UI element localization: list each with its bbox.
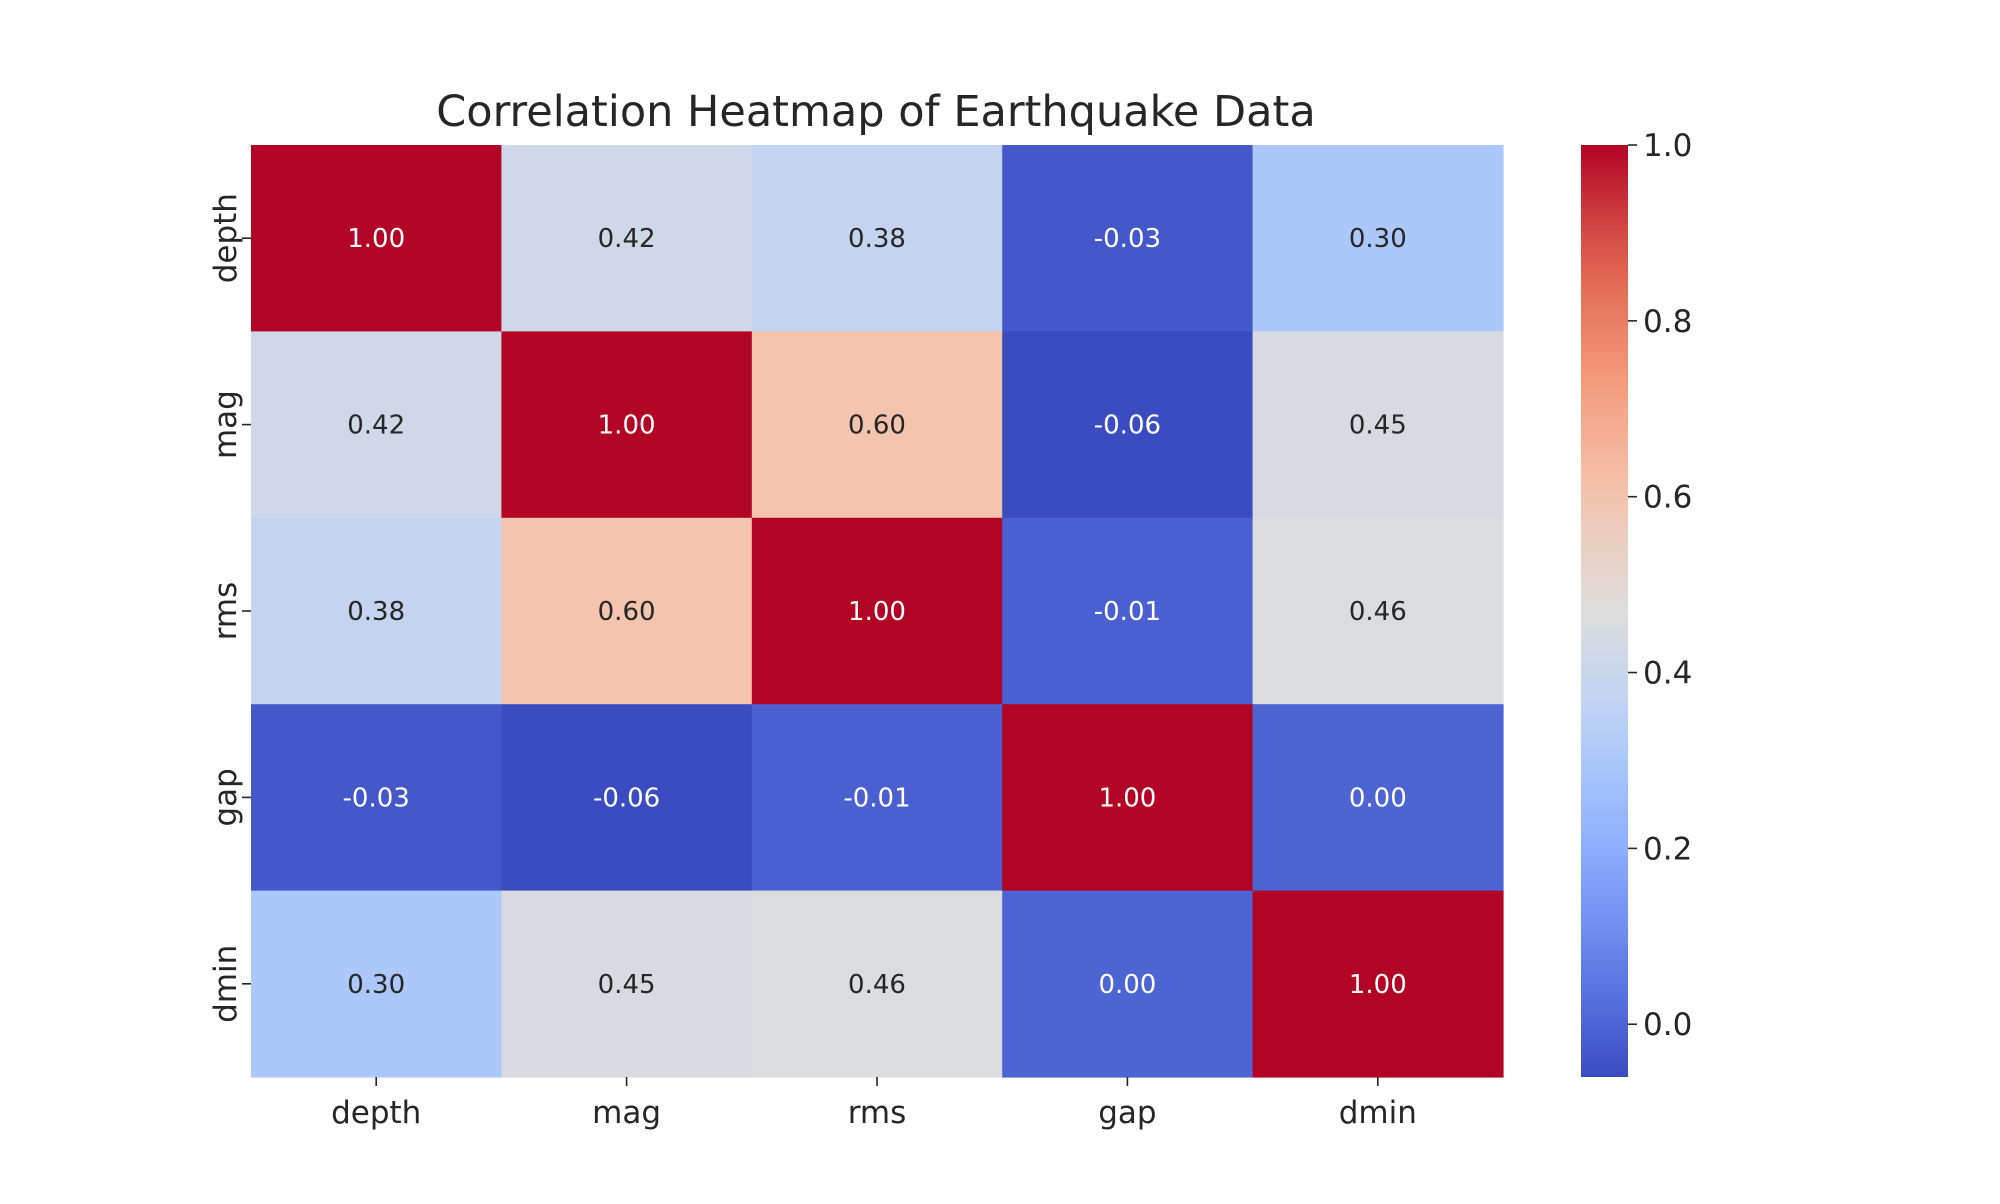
cell-value-label: 0.60 (848, 411, 906, 441)
colorbar-tick-label: 0.6 (1643, 480, 1692, 516)
x-tick-label-gap: gap (1098, 1095, 1156, 1131)
cell-value-label: 0.46 (848, 970, 906, 1000)
heatmap-cell-dmin-depth (251, 890, 502, 1078)
y-tick-label-mag: mag (208, 390, 244, 459)
cell-value-label: 0.46 (1349, 597, 1407, 627)
heatmap-cell-gap-mag (501, 704, 753, 892)
heatmap-cell-depth-rms (751, 145, 1003, 332)
cell-value-label: 1.00 (347, 224, 405, 254)
heatmap-cell-gap-depth (251, 704, 502, 892)
cell-value-label: 0.38 (347, 597, 405, 627)
cell-value-label: 0.45 (1349, 411, 1407, 441)
cell-value-label: 0.42 (598, 224, 656, 254)
y-axis: depth mag rms gap dmin (208, 193, 251, 1023)
heatmap-cell-mag-rms (751, 331, 1003, 519)
cell-value-label: -0.03 (343, 783, 410, 813)
heatmap-cells (251, 145, 1504, 1078)
cell-value-label: -0.01 (1094, 597, 1161, 627)
cell-value-label: 0.45 (598, 970, 656, 1000)
heatmap-cell-mag-dmin (1252, 331, 1504, 519)
cell-value-label: 0.30 (347, 970, 405, 1000)
heatmap-cell-rms-rms (751, 517, 1003, 705)
heatmap-cell-rms-gap (1002, 517, 1254, 705)
cell-value-label: -0.06 (1094, 411, 1161, 441)
cell-value-label: 0.30 (1349, 224, 1407, 254)
heatmap-cell-mag-gap (1002, 331, 1254, 519)
cell-value-label: 0.00 (1098, 970, 1156, 1000)
colorbar-tick-label: 0.2 (1643, 831, 1692, 867)
cell-value-label: -0.01 (843, 783, 910, 813)
heatmap-cell-dmin-rms (751, 890, 1003, 1078)
cell-value-label: -0.03 (1094, 224, 1161, 254)
colorbar-tick-label: 0.8 (1643, 304, 1692, 340)
cell-value-label: 1.00 (598, 411, 656, 441)
cell-value-label: 1.00 (1098, 783, 1156, 813)
x-tick-label-depth: depth (331, 1095, 421, 1131)
heatmap-cell-depth-gap (1002, 145, 1254, 332)
heatmap-cell-dmin-mag (501, 890, 753, 1078)
heatmap-cell-dmin-dmin (1252, 890, 1504, 1078)
colorbar: 0.0 0.2 0.4 0.6 0.8 1.0 (1581, 128, 1692, 1077)
cell-value-label: -0.06 (593, 783, 660, 813)
x-tick-label-rms: rms (848, 1095, 907, 1131)
colorbar-tick-label: 0.0 (1643, 1007, 1692, 1043)
heatmap-cell-dmin-gap (1002, 890, 1254, 1078)
cell-value-label: 0.38 (848, 224, 906, 254)
heatmap-cell-rms-dmin (1252, 517, 1504, 705)
y-tick-label-dmin: dmin (208, 945, 244, 1023)
cell-value-label: 0.60 (598, 597, 656, 627)
heatmap-cell-depth-depth (251, 145, 502, 332)
x-tick-label-mag: mag (592, 1095, 661, 1131)
cell-annotations: 1.00 0.42 0.38 -0.03 0.30 0.42 1.00 0.60 -0.06 0.… (343, 224, 1407, 1000)
x-tick-label-dmin: dmin (1339, 1095, 1417, 1131)
heatmap-cell-gap-dmin (1252, 704, 1504, 892)
colorbar-tick-label: 1.0 (1643, 128, 1692, 164)
chart-title: Correlation Heatmap of Earthquake Data (436, 87, 1315, 137)
cell-value-label: 0.42 (347, 411, 405, 441)
cell-value-label: 1.00 (848, 597, 906, 627)
cell-value-label: 0.00 (1349, 783, 1407, 813)
y-tick-label-depth: depth (208, 193, 244, 283)
heatmap-cell-rms-depth (251, 517, 502, 705)
colorbar-tick-label: 0.4 (1643, 656, 1692, 692)
y-tick-label-gap: gap (208, 768, 244, 826)
cell-value-label: 1.00 (1349, 970, 1407, 1000)
heatmap-cell-mag-mag (501, 331, 753, 519)
heatmap-cell-gap-rms (751, 704, 1003, 892)
heatmap-cell-gap-gap (1002, 704, 1254, 892)
colorbar-gradient (1581, 145, 1628, 1077)
heatmap-cell-depth-mag (501, 145, 753, 332)
x-axis: depth mag rms gap dmin (331, 1077, 1417, 1131)
heatmap-cell-rms-mag (501, 517, 753, 705)
heatmap-cell-depth-dmin (1252, 145, 1504, 332)
y-tick-label-rms: rms (208, 582, 244, 641)
heatmap-cell-mag-depth (251, 331, 502, 519)
